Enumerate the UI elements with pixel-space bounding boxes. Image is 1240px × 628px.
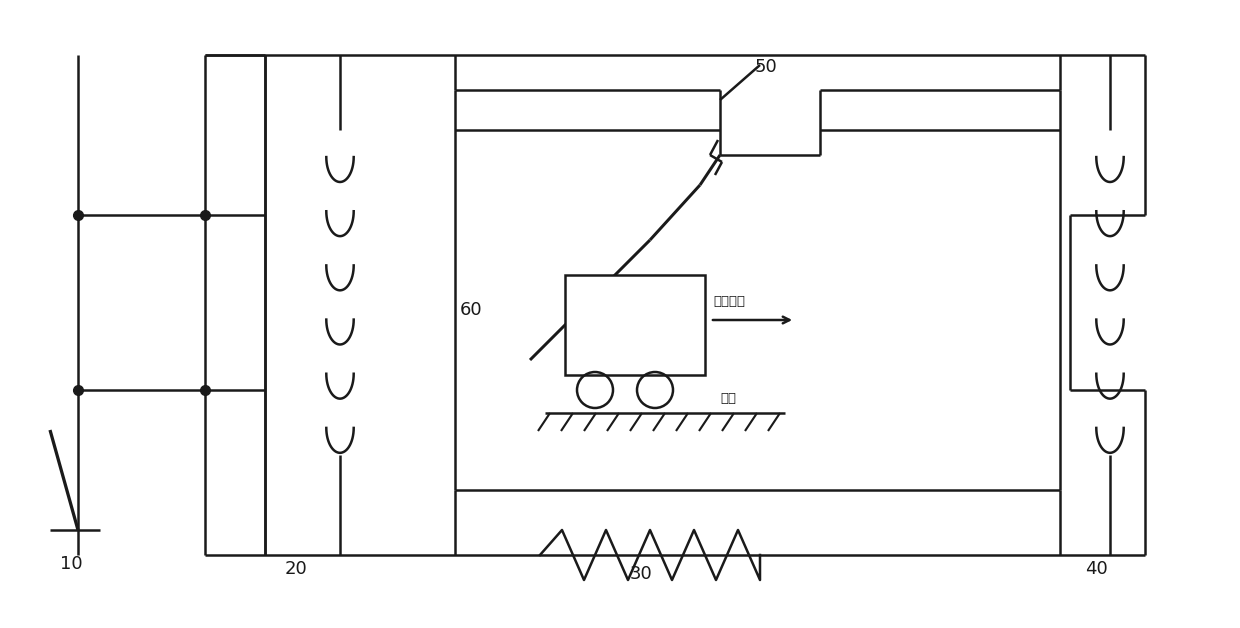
Text: 50: 50 (755, 58, 777, 76)
Text: 20: 20 (285, 560, 308, 578)
Text: 运动方向: 运动方向 (713, 295, 745, 308)
Text: 40: 40 (1085, 560, 1107, 578)
Bar (565, 275, 706, 375)
Text: 60: 60 (460, 301, 482, 319)
Text: 30: 30 (630, 565, 652, 583)
Text: 10: 10 (60, 555, 83, 573)
Text: 地面: 地面 (720, 392, 737, 405)
